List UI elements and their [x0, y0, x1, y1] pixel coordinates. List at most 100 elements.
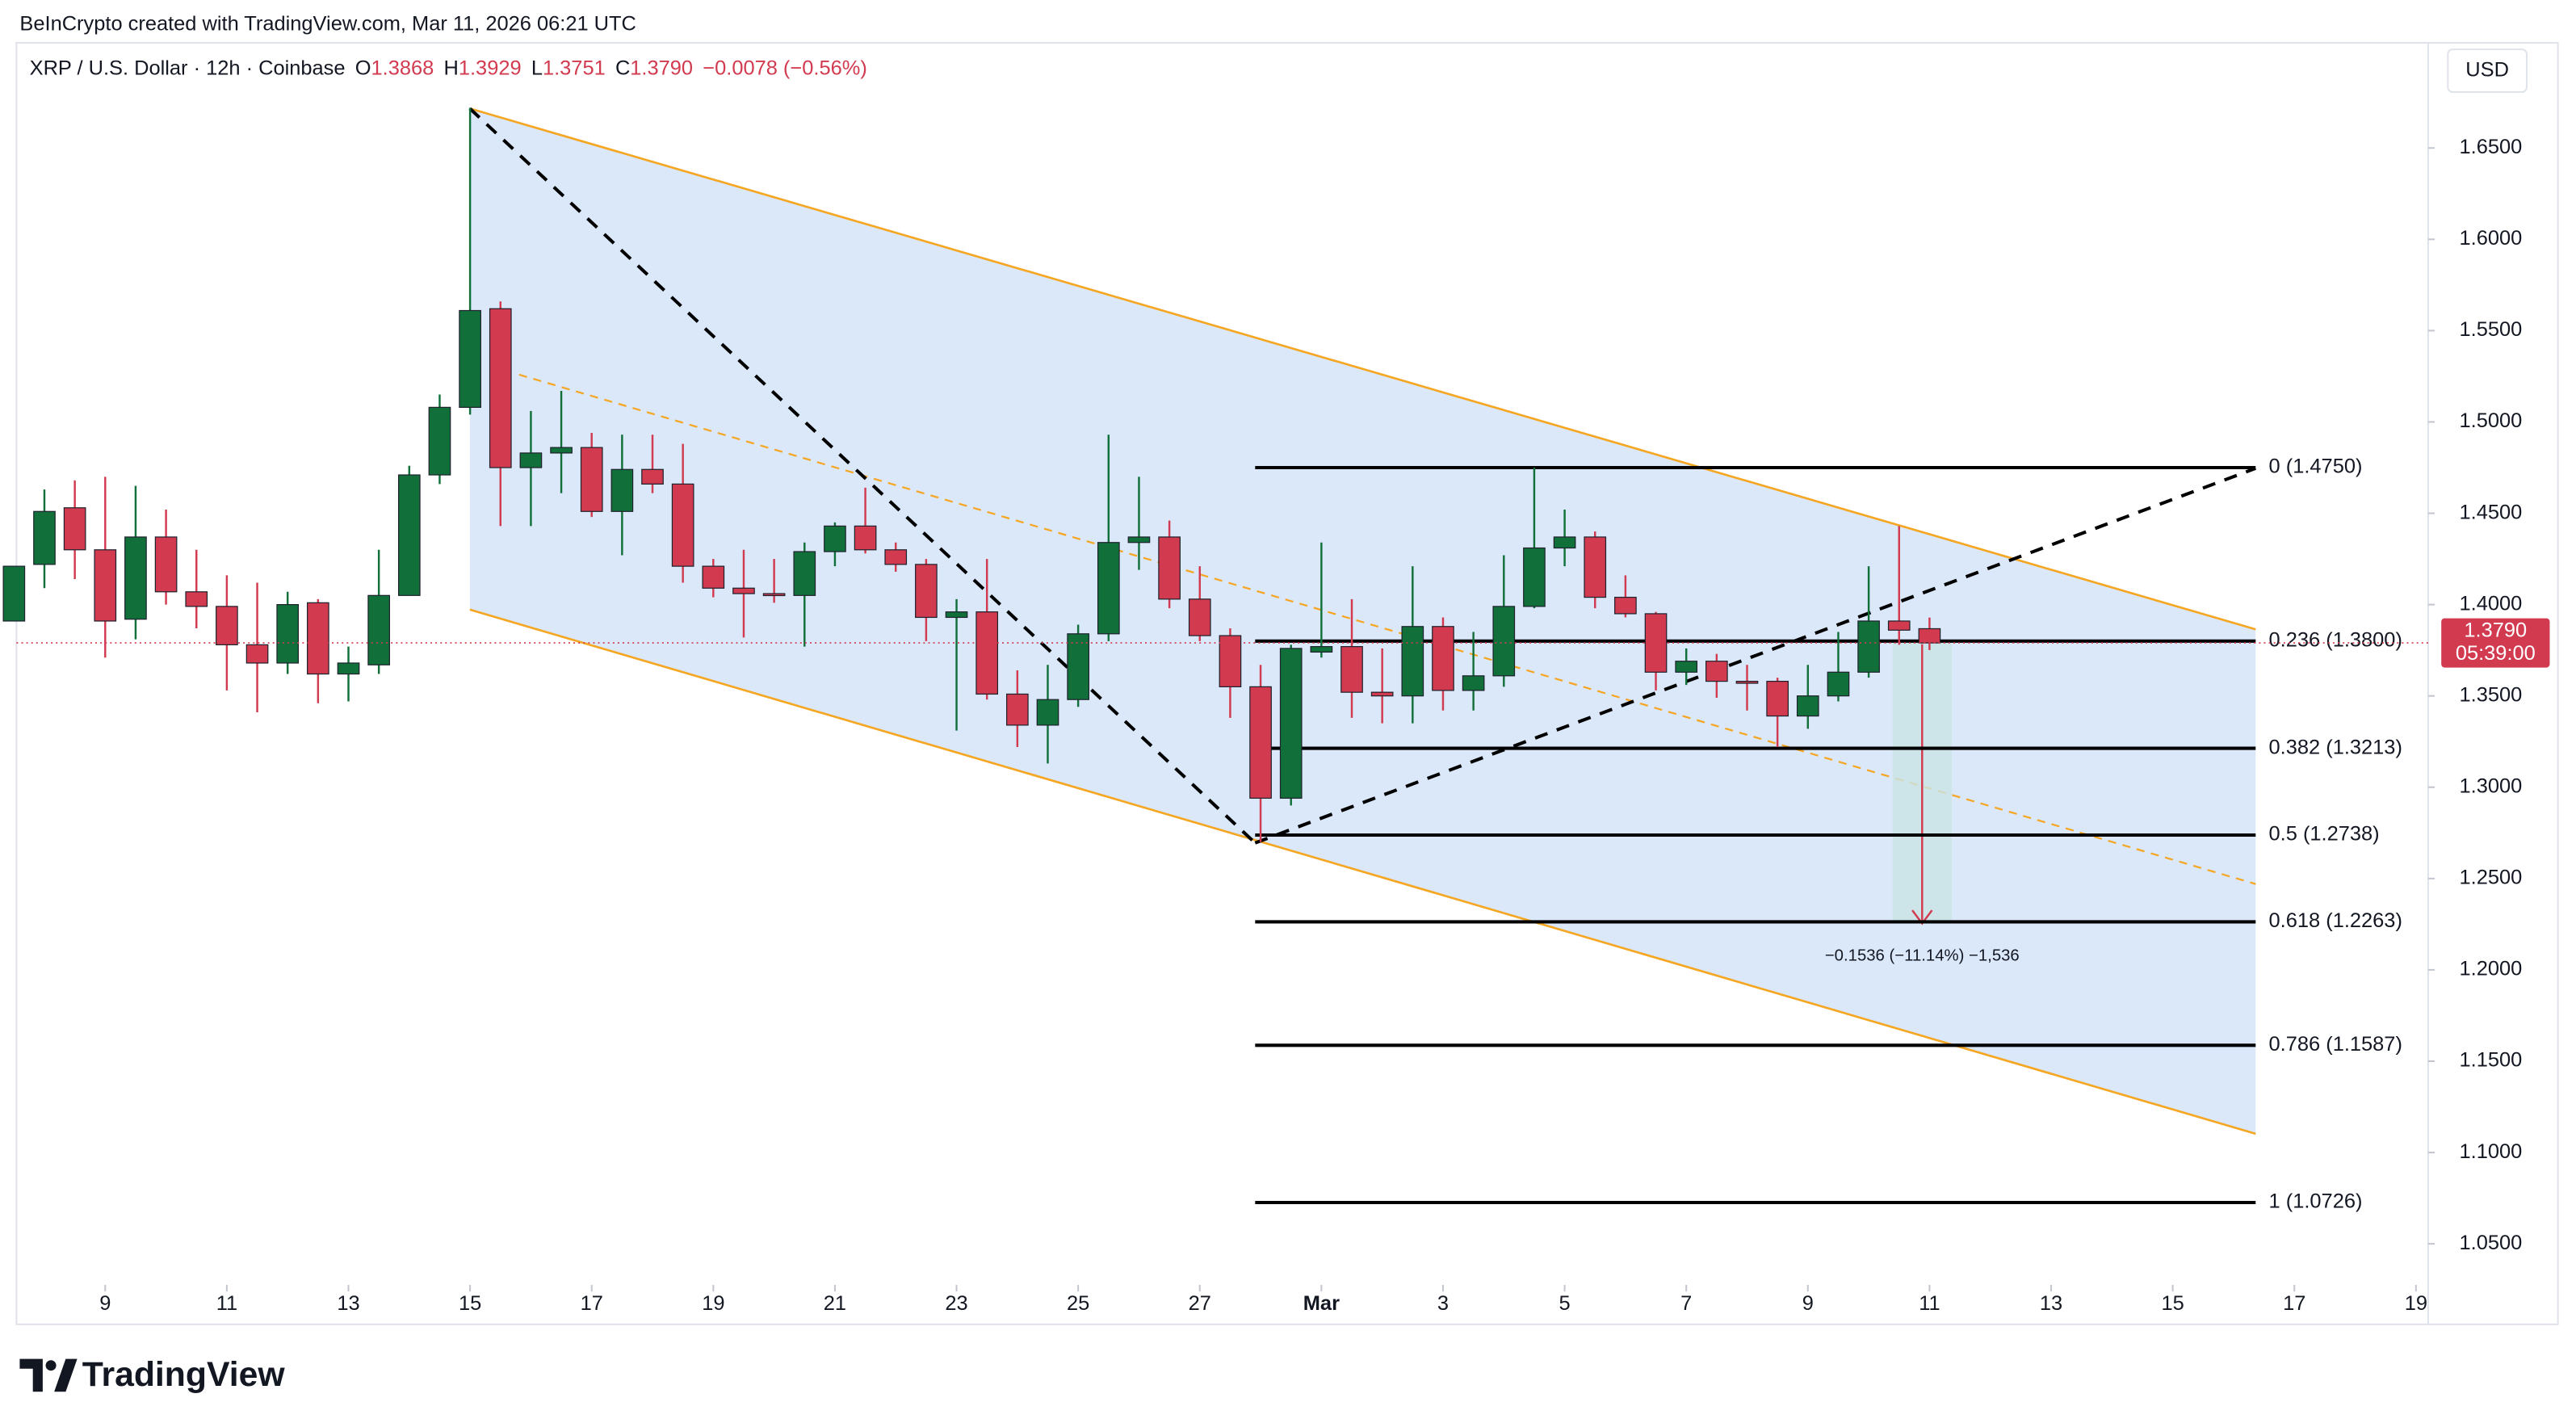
candle-body [1036, 699, 1059, 726]
x-tick-label: 19 [702, 1292, 724, 1315]
y-tick-label: 1.2500 [2460, 867, 2523, 889]
measure-label: −0.1536 (−11.14%) −1,536 [1825, 947, 2020, 965]
legend: XRP / U.S. Dollar · 12h · Coinbase O1.386… [30, 57, 867, 79]
x-tick-label: 15 [2161, 1292, 2184, 1315]
candle-body [1735, 680, 1759, 684]
candle-body [1249, 686, 1272, 799]
legend-change: −0.0078 (−0.56%) [703, 57, 867, 79]
candle-body [154, 536, 178, 593]
candle-body [1188, 598, 1211, 636]
candle-body [975, 611, 999, 695]
fib-label: 0.5 (1.2738) [2269, 823, 2380, 846]
candle-body [1462, 675, 1485, 691]
currency-box [2447, 48, 2528, 94]
x-tick-label: 9 [1802, 1292, 1814, 1315]
frame [15, 41, 2559, 1325]
channel [468, 107, 2256, 1135]
y-tick-label: 1.4500 [2460, 501, 2523, 523]
legend-key: C [615, 57, 630, 79]
candle-body [1766, 680, 1789, 717]
candle-body [915, 564, 938, 619]
legend-symbol: XRP / U.S. Dollar · 12h · Coinbase [30, 57, 346, 79]
legend-value: 1.3790 [630, 57, 693, 79]
y-tick-label: 1.4000 [2460, 592, 2523, 615]
logo-icon [19, 1358, 78, 1392]
y-tick-label: 1.6000 [2460, 227, 2523, 250]
plot: 0 (1.4750) 0.236 (1.3800) 0.382 (1.3213) 0.… [2, 107, 2402, 1213]
y-tick-label: 1.6500 [2460, 136, 2523, 158]
candle-body [1887, 620, 1911, 631]
y-tick-label: 1.0500 [2460, 1232, 2523, 1254]
y-tick-label: 1.1500 [2460, 1049, 2523, 1072]
candle-body [580, 447, 603, 512]
candle-body [397, 474, 421, 596]
fib-label: 0.382 (1.3213) [2269, 736, 2402, 758]
candle-body [1584, 536, 1607, 598]
logo-shape [45, 1360, 57, 1371]
candle-body [519, 452, 543, 468]
currency: USD [2465, 58, 2509, 81]
fib-label: 0.236 (1.3800) [2269, 629, 2402, 652]
x-tick-label: 9 [99, 1292, 111, 1315]
candle-body [1553, 536, 1576, 549]
trend-up [1254, 466, 2256, 845]
candle-body [216, 606, 238, 645]
candle-body [1432, 626, 1454, 691]
candle-body [945, 611, 968, 619]
candle-body [1523, 547, 1546, 607]
fib-label: 1 (1.0726) [2269, 1190, 2363, 1213]
candle-body [276, 604, 300, 664]
y-tick-label: 1.2000 [2460, 958, 2523, 980]
candle-body [1918, 628, 1941, 644]
last-price-box [2441, 618, 2550, 668]
candle-body [793, 551, 816, 596]
candle-body [1310, 646, 1333, 653]
x-tick-label: 11 [216, 1292, 237, 1315]
candle-body [307, 602, 329, 675]
candle-body [1340, 646, 1363, 693]
x-tick-label: 17 [2283, 1292, 2305, 1315]
x-tick-label: 13 [2040, 1292, 2062, 1315]
candle-body [610, 468, 634, 512]
candle-body [367, 594, 390, 665]
legend-value: 1.3751 [543, 57, 606, 79]
legend-value: 1.3868 [371, 57, 434, 79]
legend-key: O [355, 57, 371, 79]
candle-body [854, 525, 877, 551]
candle-body [1827, 671, 1850, 697]
candle-body [550, 447, 573, 454]
candle-body [671, 483, 694, 567]
candle-body [1614, 596, 1637, 615]
logo-shape [19, 1358, 43, 1392]
x-tick-label: 7 [1680, 1292, 1692, 1315]
candle-body [1067, 633, 1089, 700]
x-tick-label: 17 [581, 1292, 603, 1315]
x-tick-label: 21 [824, 1292, 846, 1315]
x-tick-label: Mar [1303, 1292, 1340, 1315]
logo-shape [54, 1358, 78, 1392]
candle-body [1127, 536, 1151, 544]
candle-body [245, 644, 269, 664]
y-tick-label: 1.3000 [2460, 774, 2523, 797]
header: BeInCrypto created with TradingView.com,… [19, 12, 636, 35]
candle-body [1158, 536, 1181, 600]
candle-body [459, 309, 481, 408]
logo: TradingView [82, 1355, 286, 1394]
x-tick-label: 27 [1189, 1292, 1211, 1315]
candle-body [641, 468, 664, 485]
x-tick-label: 23 [945, 1292, 967, 1315]
fib-label: 0.786 (1.1587) [2269, 1033, 2402, 1056]
candle-body [702, 565, 725, 589]
candle-body [1006, 693, 1029, 726]
candle-body [884, 549, 908, 565]
candle-body [489, 308, 512, 468]
last-price-label: 1.3790 [2464, 619, 2527, 642]
x-tick-label: 5 [1559, 1292, 1571, 1315]
channel-upper [469, 107, 2256, 631]
candle-body [1857, 620, 1880, 673]
candle-body [762, 593, 786, 597]
candle-body [337, 662, 360, 675]
candle-body [185, 591, 208, 607]
candle-body [63, 507, 86, 551]
